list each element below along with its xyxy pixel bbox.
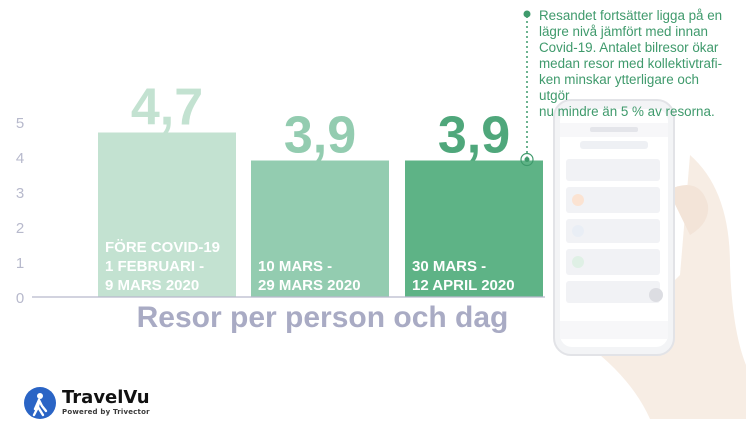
annotation-marker xyxy=(524,157,530,162)
bar xyxy=(251,160,389,297)
bar-value-label: 3,9 xyxy=(284,107,356,165)
y-tick-label: 2 xyxy=(16,220,24,237)
phone-illustration xyxy=(553,99,746,419)
y-tick-label: 5 xyxy=(16,115,24,132)
bar-value-label: 3,9 xyxy=(438,107,510,165)
annotation-text: Resandet fortsätter ligga på en lägre ni… xyxy=(539,8,723,119)
walking-person-icon xyxy=(24,386,56,419)
category-label: FÖRE COVID-19 1 FEBRUARI -9 MARS 2020 xyxy=(105,239,220,294)
phone-in-hand-image xyxy=(540,95,746,419)
y-tick-label: 0 xyxy=(16,290,24,307)
brand-logo-block: TravelVu Powered by Trivector xyxy=(24,386,150,419)
y-tick-label: 3 xyxy=(16,185,24,202)
bar xyxy=(98,132,236,297)
category-label: 30 MARS -12 APRIL 2020 xyxy=(412,258,515,294)
bar xyxy=(405,160,543,297)
brand-tagline: Powered by Trivector xyxy=(62,408,150,416)
brand-name: TravelVu xyxy=(62,387,150,408)
x-axis-label: Resor per person och dag xyxy=(136,301,509,334)
bar-value-label: 4,7 xyxy=(131,79,203,137)
y-tick-label: 4 xyxy=(16,150,24,167)
annotation-dot xyxy=(523,10,531,18)
annotation-marker-ring xyxy=(520,152,534,167)
y-tick-label: 1 xyxy=(16,255,24,272)
category-label: 10 MARS -29 MARS 2020 xyxy=(258,258,361,294)
